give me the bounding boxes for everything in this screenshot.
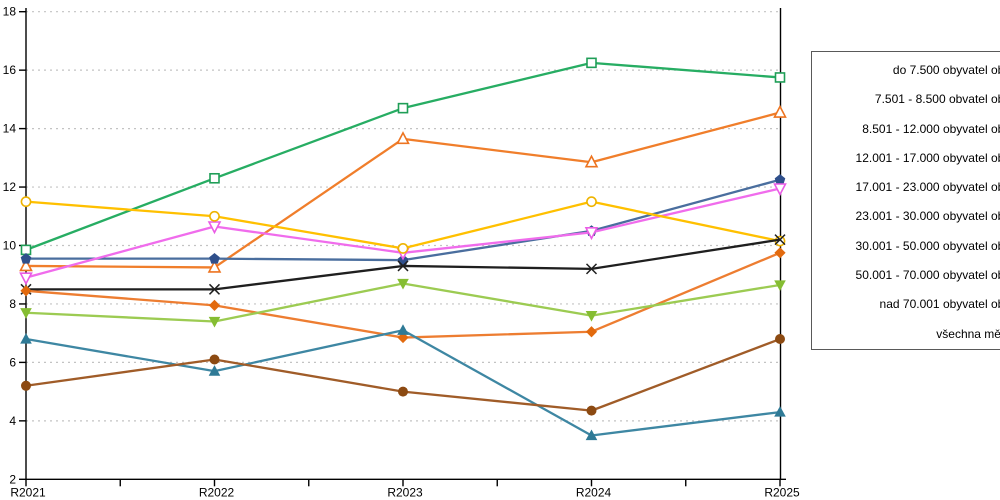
legend-item: 8.501 - 12.000 obyvatel obce <box>862 121 1000 136</box>
y-tick-label: 16 <box>3 63 17 77</box>
y-tick-label: 18 <box>3 5 17 19</box>
marker-triangle-up <box>585 429 598 441</box>
y-tick-label: 8 <box>9 297 16 311</box>
legend-item: 17.001 - 23.000 obyvatel obce <box>855 180 1000 195</box>
marker-circle <box>21 380 31 391</box>
legend-item: 12.001 - 17.000 obyvatel obce <box>855 150 1000 165</box>
y-tick-label: 2 <box>9 472 16 486</box>
marker-triangle-up <box>774 406 786 417</box>
marker-circle <box>209 210 220 222</box>
marker-triangle-up <box>208 365 221 376</box>
legend-item: 7.501 - 8.500 obvatel obce <box>874 92 1000 107</box>
marker-x <box>397 260 409 272</box>
y-tick-label: 12 <box>3 180 17 194</box>
x-tick-label: R2023 <box>387 485 423 499</box>
marker-triangle-up <box>397 324 409 335</box>
series-line <box>24 61 782 252</box>
legend-item: nad 70.001 obyvatel obce <box>879 297 1000 312</box>
marker-pentagon <box>20 253 32 264</box>
series-line <box>24 200 782 250</box>
marker-x <box>774 234 786 246</box>
marker-circle <box>775 334 785 345</box>
marker-circle <box>397 243 409 254</box>
marker-triangle-up <box>773 104 787 118</box>
legend-item: všechna města <box>936 326 1000 341</box>
marker-triangle-down <box>207 221 222 235</box>
marker-diamond <box>585 326 598 338</box>
marker-diamond <box>774 247 786 259</box>
legend-item: 50.001 - 70.000 obyvatel obce <box>855 268 1000 283</box>
marker-diamond <box>20 285 32 297</box>
marker-triangle-down <box>774 280 786 291</box>
legend-item: do 7.500 obyvatel obce <box>892 63 1000 77</box>
marker-circle <box>586 405 597 416</box>
marker-triangle-up <box>584 154 599 168</box>
marker-pentagon <box>774 174 786 185</box>
marker-square <box>774 72 786 83</box>
marker-circle <box>586 196 597 208</box>
marker-circle <box>398 386 408 397</box>
legend-item: 30.001 - 50.000 obyvatel obce <box>855 238 1000 253</box>
marker-circle <box>209 354 220 365</box>
x-tick-label: R2025 <box>764 485 800 499</box>
marker-triangle-up <box>396 131 410 145</box>
marker-pentagon <box>209 253 220 264</box>
y-tick-label: 10 <box>3 239 17 253</box>
marker-square <box>586 57 597 69</box>
marker-x <box>208 283 221 295</box>
y-tick-label: 4 <box>9 414 16 428</box>
marker-triangle-down <box>19 272 33 286</box>
x-tick-label: R2024 <box>576 485 612 499</box>
marker-triangle-down <box>20 308 32 319</box>
x-tick-label: R2022 <box>199 485 235 499</box>
marker-circle <box>20 196 32 208</box>
y-tick-label: 6 <box>9 355 16 369</box>
x-tick-label: R2021 <box>10 485 46 499</box>
marker-triangle-down <box>773 183 787 197</box>
marker-triangle-up <box>19 258 33 272</box>
marker-triangle-down <box>585 311 598 322</box>
marker-square <box>20 244 32 256</box>
marker-triangle-up <box>207 259 222 273</box>
marker-triangle-down <box>208 316 221 328</box>
legend-item: 23.001 - 30.000 obyvatel obce <box>855 209 1000 224</box>
marker-diamond <box>208 299 221 312</box>
y-tick-label: 14 <box>3 122 17 136</box>
marker-triangle-down <box>397 278 409 290</box>
marker-triangle-up <box>20 333 32 344</box>
marker-square <box>397 102 409 114</box>
marker-square <box>209 172 220 184</box>
marker-x <box>585 263 598 275</box>
series-line <box>24 337 782 412</box>
legend-box: do 7.500 obyvatel obce 7.501 - 8.500 obva… <box>811 51 1000 350</box>
marker-triangle-down <box>584 227 599 241</box>
